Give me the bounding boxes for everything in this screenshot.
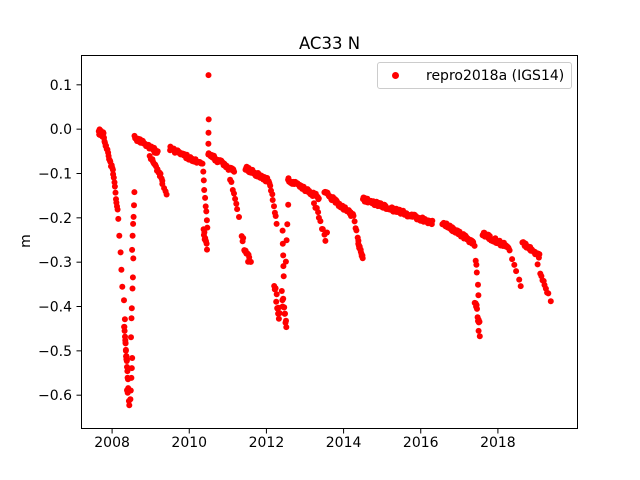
y-tick-label: 0.0	[50, 122, 72, 138]
data-points	[95, 72, 554, 409]
plot-title: AC33 N	[298, 34, 361, 53]
y-tick-label: −0.5	[38, 344, 72, 360]
legend-label: repro2018a (IGS14)	[426, 67, 565, 84]
x-tick-label: 2008	[94, 435, 130, 451]
y-tick-label: −0.3	[38, 255, 72, 271]
x-tick-label: 2018	[480, 435, 516, 451]
legend-marker-icon	[392, 72, 399, 79]
x-tick-label: 2012	[249, 435, 285, 451]
y-tick-label: 0.1	[50, 78, 72, 94]
x-tick-label: 2010	[171, 435, 207, 451]
y-axis-label: m	[18, 234, 34, 248]
y-tick-label: −0.2	[38, 211, 72, 227]
y-tick-label: −0.4	[38, 300, 72, 316]
legend: repro2018a (IGS14)	[377, 62, 572, 89]
y-tick-label: −0.1	[38, 166, 72, 182]
y-tick-label: −0.6	[38, 388, 72, 404]
x-tick-label: 2014	[326, 435, 362, 451]
x-tick-label: 2016	[403, 435, 439, 451]
